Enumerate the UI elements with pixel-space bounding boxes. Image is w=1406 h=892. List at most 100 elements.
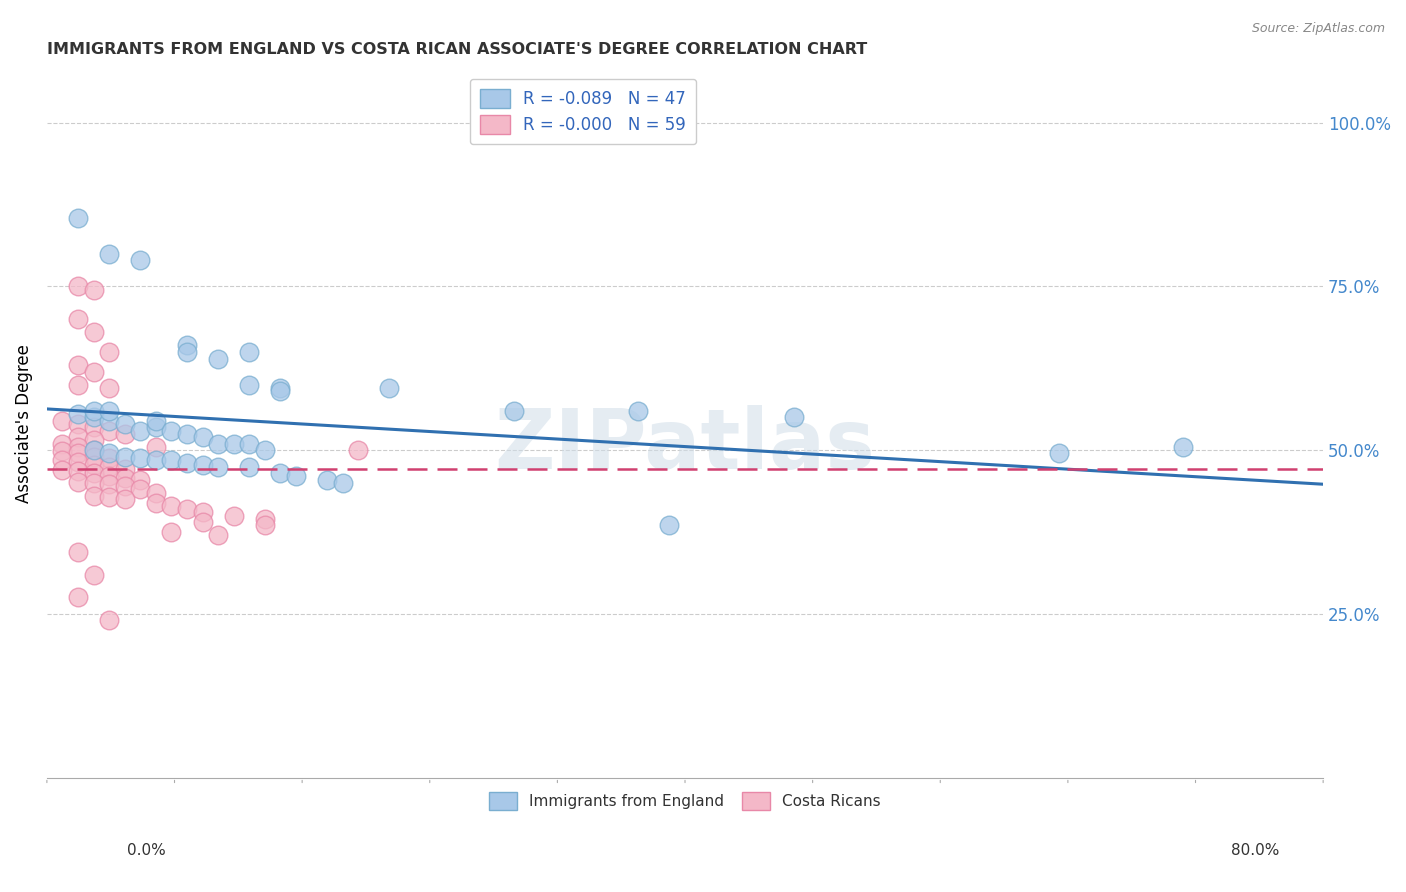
Point	[98, 477, 121, 491]
Point	[98, 459, 121, 474]
Point	[145, 440, 167, 454]
Point	[98, 469, 121, 483]
Text: IMMIGRANTS FROM ENGLAND VS COSTA RICAN ASSOCIATE'S DEGREE CORRELATION CHART: IMMIGRANTS FROM ENGLAND VS COSTA RICAN A…	[46, 42, 868, 57]
Point	[145, 453, 167, 467]
Point	[176, 456, 198, 470]
Point	[83, 404, 105, 418]
Point	[253, 518, 276, 533]
Point	[51, 453, 73, 467]
Point	[66, 279, 89, 293]
Point	[66, 358, 89, 372]
Point	[66, 455, 89, 469]
Point	[83, 475, 105, 490]
Point	[83, 450, 105, 464]
Point	[658, 518, 681, 533]
Point	[145, 414, 167, 428]
Point	[51, 414, 73, 428]
Point	[98, 381, 121, 395]
Point	[238, 459, 260, 474]
Point	[207, 436, 229, 450]
Point	[160, 424, 183, 438]
Point	[238, 345, 260, 359]
Point	[627, 404, 650, 418]
Point	[269, 466, 291, 480]
Point	[114, 471, 136, 485]
Point	[51, 444, 73, 458]
Y-axis label: Associate's Degree: Associate's Degree	[15, 344, 32, 503]
Point	[191, 505, 214, 519]
Point	[51, 436, 73, 450]
Point	[98, 450, 121, 465]
Point	[1047, 446, 1070, 460]
Point	[129, 424, 152, 438]
Point	[160, 524, 183, 539]
Point	[114, 492, 136, 507]
Point	[66, 377, 89, 392]
Point	[269, 381, 291, 395]
Point	[347, 443, 370, 458]
Point	[191, 458, 214, 472]
Point	[83, 567, 105, 582]
Point	[98, 404, 121, 418]
Point	[114, 450, 136, 464]
Point	[176, 338, 198, 352]
Point	[129, 483, 152, 497]
Point	[191, 515, 214, 529]
Point	[207, 351, 229, 366]
Point	[378, 381, 401, 395]
Point	[207, 459, 229, 474]
Point	[238, 436, 260, 450]
Point	[1171, 440, 1194, 454]
Point	[332, 475, 354, 490]
Point	[83, 283, 105, 297]
Point	[284, 469, 307, 483]
Point	[145, 420, 167, 434]
Point	[83, 489, 105, 503]
Text: Source: ZipAtlas.com: Source: ZipAtlas.com	[1251, 22, 1385, 36]
Point	[66, 312, 89, 326]
Point	[222, 436, 245, 450]
Point	[66, 544, 89, 558]
Point	[783, 410, 806, 425]
Text: 0.0%: 0.0%	[127, 843, 166, 858]
Point	[83, 365, 105, 379]
Point	[98, 345, 121, 359]
Point	[269, 384, 291, 399]
Point	[98, 414, 121, 428]
Point	[253, 443, 276, 458]
Point	[98, 614, 121, 628]
Point	[145, 485, 167, 500]
Point	[114, 417, 136, 431]
Point	[129, 253, 152, 268]
Point	[83, 326, 105, 340]
Point	[176, 345, 198, 359]
Point	[83, 443, 105, 458]
Point	[83, 466, 105, 480]
Point	[98, 246, 121, 260]
Point	[83, 420, 105, 434]
Point	[129, 450, 152, 465]
Point	[66, 407, 89, 421]
Point	[238, 377, 260, 392]
Point	[316, 473, 339, 487]
Point	[66, 591, 89, 605]
Point	[83, 434, 105, 448]
Legend: Immigrants from England, Costa Ricans: Immigrants from England, Costa Ricans	[484, 786, 887, 816]
Point	[191, 430, 214, 444]
Point	[66, 417, 89, 431]
Point	[66, 211, 89, 225]
Point	[176, 426, 198, 441]
Point	[66, 430, 89, 444]
Point	[160, 499, 183, 513]
Point	[129, 473, 152, 487]
Point	[502, 404, 524, 418]
Point	[98, 446, 121, 460]
Text: 80.0%: 80.0%	[1232, 843, 1279, 858]
Point	[83, 458, 105, 472]
Point	[145, 495, 167, 509]
Point	[98, 491, 121, 505]
Point	[114, 461, 136, 475]
Point	[83, 443, 105, 458]
Point	[83, 410, 105, 425]
Point	[66, 440, 89, 454]
